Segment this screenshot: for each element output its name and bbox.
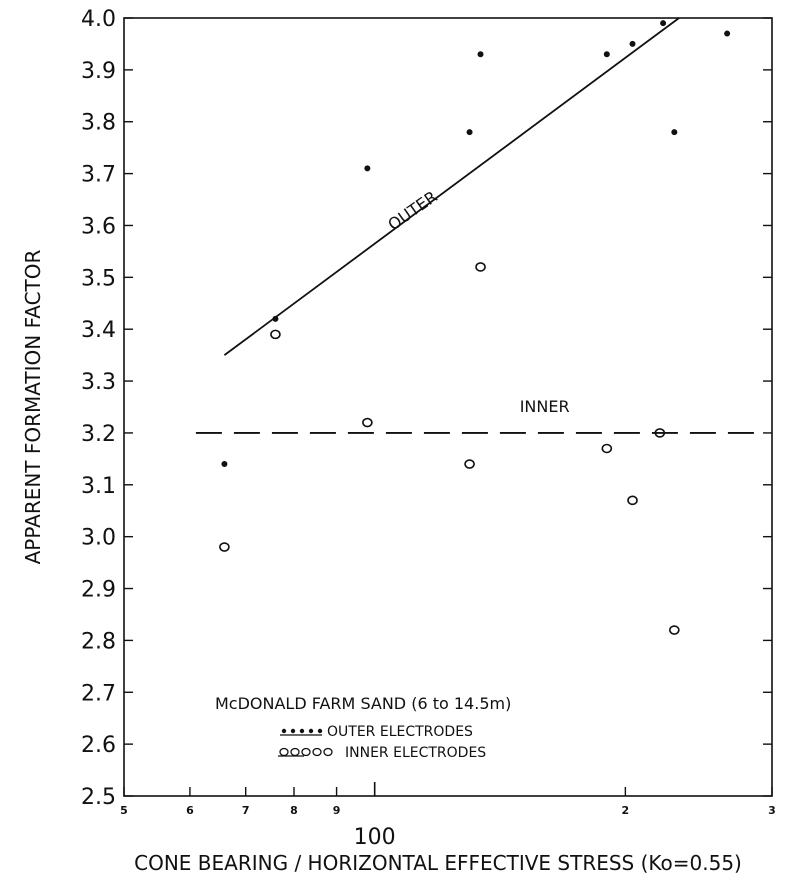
outer-electrode-point [272,315,279,322]
outer-electrode-point [364,165,371,172]
legend-entry-outer: OUTER ELECTRODES [327,724,473,740]
y-tick-label: 3.4 [81,318,116,343]
outer-electrode-point [724,30,731,37]
inner-electrode-point [627,495,638,506]
inner-electrode-point [219,542,230,552]
inner-electrode-point [475,262,486,272]
x-decade-label: 100 [354,825,396,850]
y-axis-title: APPARENT FORMATION FACTOR [21,250,45,565]
legend-circle-marker [290,747,300,757]
y-axis: 2.5 2.6 2.7 2.8 2.9 3.0 3.1 3.2 3.3 3.4 3.5 3.6 3.7 3… [81,7,772,810]
y-tick-label: 2.7 [81,681,116,706]
plot-frame [123,17,773,797]
legend-dot-marker [290,728,296,734]
x-axis: 5 6 7 8 9 2 3 [120,782,776,817]
y-tick-label: 2.9 [81,578,116,603]
y-tick-label: 3.3 [81,370,116,395]
inner-electrode-point [601,443,613,454]
y-tick-label: 3.1 [81,474,116,499]
outer-electrode-point [671,129,678,136]
fit-line-outer [223,17,680,356]
y-tick-label: 3.0 [81,526,116,551]
legend-circle-marker [312,747,322,757]
legend-circle-marker [323,747,333,757]
legend-entry-inner: INNER ELECTRODES [345,745,486,761]
y-tick-label: 3.9 [81,59,116,84]
inner-electrode-point [654,428,666,438]
outer-electrode-point [660,20,667,27]
outer-electrode-point [477,51,484,58]
legend-dot-marker [281,728,287,734]
x-tick-label: 3 [768,804,776,817]
y-tick-label: 2.6 [81,733,116,758]
annotation-inner: INNER [520,397,570,416]
y-tick-label: 2.5 [81,785,116,810]
outer-electrode-point [629,40,636,47]
inner-electrode-point [270,329,281,340]
y-tick-label: 3.7 [81,163,116,188]
y-tick-label: 3.8 [81,111,116,136]
plot-border [123,17,773,797]
legend-dot-marker [299,728,305,734]
inner-electrode-point [464,459,475,469]
legend: McDONALD FARM SAND (6 to 14.5m) OUTER ELE… [215,694,511,761]
x-axis-title: CONE BEARING / HORIZONTAL EFFECTIVE STRE… [134,851,742,875]
x-tick-label: 5 [120,804,128,817]
y-tick-label: 3.5 [81,266,116,291]
y-tick-label: 2.8 [81,629,116,654]
outer-electrode-point [466,129,473,136]
inner-electrode-point [362,417,373,428]
annotation-outer: OUTER [384,187,440,234]
x-tick-label: 7 [242,804,250,817]
x-tick-label: 8 [290,804,298,817]
legend-dot-marker [308,728,314,734]
outer-electrode-point [603,51,610,58]
outer-electrode-point [221,461,228,468]
y-tick-label: 4.0 [81,7,116,32]
data-points [219,20,731,635]
legend-circle-marker [301,747,311,757]
legend-title: McDONALD FARM SAND (6 to 14.5m) [215,694,511,713]
fit-lines [195,17,766,434]
y-tick-label: 3.6 [81,214,116,239]
x-tick-label: 2 [622,804,630,817]
y-tick-label: 3.2 [81,422,116,447]
legend-dot-marker [317,728,323,734]
inner-electrode-point [669,625,680,635]
x-tick-label: 6 [186,804,194,817]
x-tick-label: 9 [333,804,341,817]
annotations: OUTER INNER [384,187,569,416]
legend-circle-marker [279,747,289,757]
